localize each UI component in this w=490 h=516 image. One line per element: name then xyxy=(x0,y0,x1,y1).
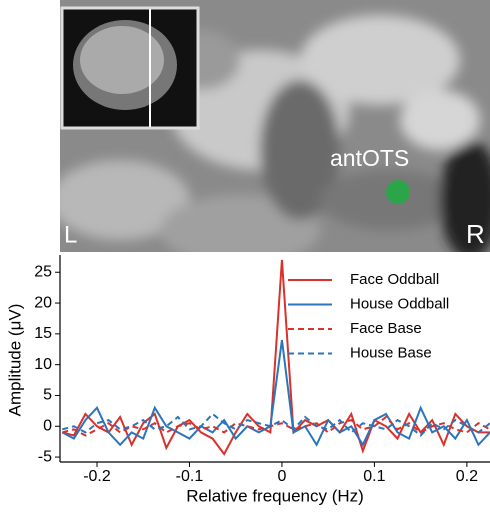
y-tick-label: 15 xyxy=(34,325,52,342)
left-label: L xyxy=(64,221,77,248)
x-axis-label: Relative frequency (Hz) xyxy=(186,486,364,505)
x-tick-label: -0.2 xyxy=(83,468,111,485)
roi-marker xyxy=(386,180,410,204)
roi-label: antOTS xyxy=(330,145,409,171)
y-tick-label: 5 xyxy=(43,387,52,404)
x-tick-label: -0.1 xyxy=(176,468,204,485)
series-line xyxy=(62,259,490,456)
plot-area xyxy=(61,259,490,456)
y-tick-label: 20 xyxy=(34,294,52,311)
legend-label: House Oddball xyxy=(350,295,449,312)
mri-slice: antOTS L R xyxy=(60,0,490,252)
x-tick-label: 0.2 xyxy=(456,468,478,485)
y-tick-label: -5 xyxy=(38,448,52,465)
y-tick-label: 0 xyxy=(43,417,52,434)
series-line xyxy=(62,415,490,437)
y-axis-label: Amplitude (μV) xyxy=(5,304,24,417)
series-line xyxy=(62,412,490,437)
x-tick-label: 0.1 xyxy=(363,468,385,485)
x-tick-label: 0 xyxy=(277,468,286,485)
y-tick-label: 25 xyxy=(34,263,52,280)
legend-label: House Base xyxy=(350,344,432,361)
legend-label: Face Oddball xyxy=(350,271,439,288)
right-label: R xyxy=(466,219,485,249)
y-tick-label: 10 xyxy=(34,356,52,373)
series-line xyxy=(61,339,490,447)
legend-label: Face Base xyxy=(350,320,422,337)
